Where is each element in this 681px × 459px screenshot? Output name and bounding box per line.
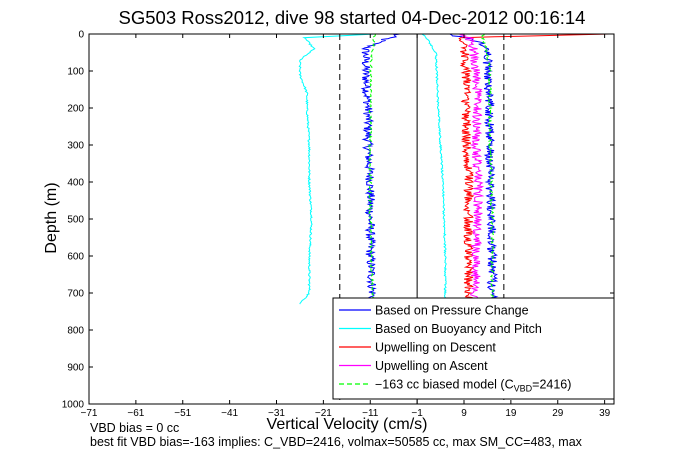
- footnote-best-fit: best fit VBD bias=-163 implies: C_VBD=24…: [90, 435, 583, 449]
- y-tick-label-3: 300: [67, 141, 84, 152]
- x-axis-label: Vertical Velocity (cm/s): [267, 416, 428, 433]
- series-line-3-ascent-upwelling: [458, 33, 485, 305]
- x-tick-label-3: −41: [221, 408, 238, 419]
- x-tick-label-10: 29: [552, 408, 564, 419]
- legend-box: [332, 297, 615, 400]
- x-tick-label-5: −21: [315, 408, 332, 419]
- y-tick-label-0: 0: [78, 30, 84, 41]
- y-tick-label-1: 100: [67, 67, 84, 78]
- y-tick-label-5: 500: [67, 215, 84, 226]
- y-tick-label-2: 200: [67, 104, 84, 115]
- series-layer: [298, 33, 610, 305]
- series-2: [458, 33, 610, 305]
- y-tick-label-7: 700: [67, 289, 84, 300]
- x-tick-label-7: −1: [411, 408, 423, 419]
- legend-label-0: Based on Pressure Change: [375, 304, 529, 318]
- series-line-0-descent: [360, 33, 400, 305]
- x-tick-label-0: −71: [81, 408, 98, 419]
- x-tick-label-1: −61: [127, 408, 144, 419]
- axes: −71 −61 −51 −41 −31 −21 −11 −1 9 19 29 39 0 100 200 300…: [62, 30, 615, 419]
- x-tick-label-4: −31: [268, 408, 285, 419]
- y-tick-label-10: 1000: [62, 400, 85, 411]
- y-tick-label-6: 600: [67, 252, 84, 263]
- footnote-vbd-bias: VBD bias = 0 cc: [90, 421, 179, 435]
- series-1: [298, 33, 447, 305]
- y-tick-label-4: 400: [67, 178, 84, 189]
- series-line-1-ascent: [421, 33, 447, 305]
- series-3: [458, 33, 485, 305]
- x-tick-label-9: 19: [505, 408, 517, 419]
- y-tick-label-9: 900: [67, 363, 84, 374]
- x-tick-label-11: 39: [599, 408, 611, 419]
- legend-label-4-tail: =2416): [532, 378, 571, 392]
- series-line-4-descent: [367, 33, 376, 305]
- chart-title: SG503 Ross2012, dive 98 started 04-Dec-2…: [119, 7, 586, 28]
- series-line-1-descent: [298, 33, 375, 305]
- legend-label-3: Upwelling on Ascent: [375, 359, 488, 373]
- series-line-4-ascent: [480, 33, 495, 305]
- series-4: [367, 33, 495, 305]
- x-tick-label-8: 9: [461, 408, 467, 419]
- legend-label-1: Based on Buoyancy and Pitch: [375, 322, 542, 336]
- x-tick-label-2: −51: [174, 408, 191, 419]
- y-axis-label: Depth (m): [43, 182, 60, 253]
- legend-label-4: −163 cc biased model (CVBD=2416): [375, 378, 571, 394]
- legend: Based on Pressure Change Based on Buoyanc…: [332, 297, 615, 400]
- legend-label-2: Upwelling on Descent: [375, 341, 496, 355]
- x-tick-label-6: −11: [362, 408, 379, 419]
- legend-label-4-subscript: VBD: [514, 384, 533, 394]
- series-line-2-ascent-upwelling: [458, 33, 610, 305]
- y-tick-label-8: 800: [67, 326, 84, 337]
